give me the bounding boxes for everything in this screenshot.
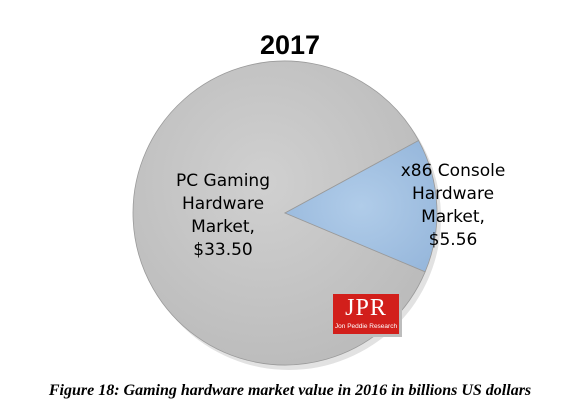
slice-label-line: $5.56: [428, 230, 478, 250]
slice-label-line: $33.50: [193, 240, 253, 260]
slice-label-x86-console: x86 Console Hardware Market, $5.56: [378, 160, 528, 252]
slice-label-line: Hardware: [181, 194, 265, 214]
figure-caption: Figure 18: Gaming hardware market value …: [48, 382, 532, 399]
slice-label-line: Hardware: [411, 184, 495, 204]
slice-label-line: Market,: [191, 217, 255, 237]
jpr-logo: JPR Jon Peddie Research: [333, 294, 399, 334]
slice-label-line: PC Gaming: [176, 171, 270, 191]
pie-slice-pc-gaming: [132, 60, 426, 366]
slice-label-line: Market,: [421, 207, 485, 227]
slice-label-pc-gaming: PC Gaming Hardware Market, $33.50: [158, 170, 288, 262]
logo-main-text: JPR: [345, 295, 387, 321]
chart-title: 2017: [259, 30, 321, 60]
pie-slice-x86-console: [284, 139, 438, 273]
logo-sub-text: Jon Peddie Research: [334, 323, 398, 330]
slice-label-line: x86 Console: [400, 161, 506, 181]
